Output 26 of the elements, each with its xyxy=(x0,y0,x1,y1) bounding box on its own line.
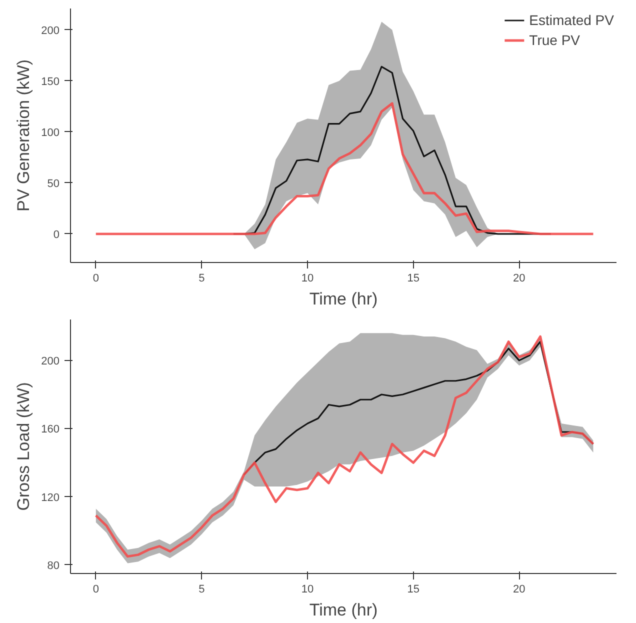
legend-label: True PV xyxy=(529,32,580,48)
x-tick-label: 15 xyxy=(407,272,420,284)
y-tick-label: 200 xyxy=(41,355,60,368)
x-tick-label: 10 xyxy=(301,272,314,284)
y-tick-label: 120 xyxy=(41,492,60,504)
y-tick-label: 160 xyxy=(41,424,60,436)
y-tick-label: 80 xyxy=(47,560,60,572)
y-tick-label: 50 xyxy=(47,178,60,190)
legend-label: Estimated PV xyxy=(529,12,614,28)
x-tick-label: 0 xyxy=(92,584,99,596)
x-tick-label: 15 xyxy=(407,584,420,596)
y-tick-label: 200 xyxy=(41,24,60,37)
y-axis-title: PV Generation (kW) xyxy=(14,59,34,212)
y-axis-title: Gross Load (kW) xyxy=(14,382,34,511)
x-tick-label: 5 xyxy=(198,272,205,284)
x-tick-label: 10 xyxy=(301,584,314,596)
y-tick-label: 0 xyxy=(53,228,60,241)
x-axis-title: Time (hr) xyxy=(309,600,378,620)
y-tick-label: 150 xyxy=(41,76,60,88)
line-series xyxy=(94,102,594,236)
x-tick-label: 20 xyxy=(513,584,526,596)
x-tick-label: 0 xyxy=(92,272,99,284)
y-tick-label: 100 xyxy=(41,126,60,139)
x-tick-label: 5 xyxy=(198,584,205,596)
x-axis-title: Time (hr) xyxy=(309,290,378,308)
x-tick-label: 20 xyxy=(513,272,526,284)
